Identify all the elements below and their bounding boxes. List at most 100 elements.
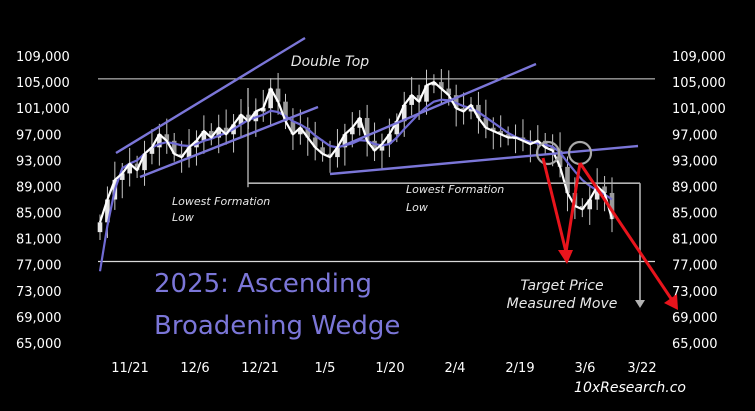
x-tick: 12/6 xyxy=(180,361,209,376)
y-tick-right: 85,000 xyxy=(672,207,718,222)
candle-body xyxy=(290,121,296,135)
moving-average-line xyxy=(98,98,613,272)
candle-body xyxy=(602,186,607,193)
y-tick-right: 89,000 xyxy=(672,180,718,195)
candle-body xyxy=(364,117,370,141)
x-tick: 2/19 xyxy=(505,361,534,376)
x-axis: 11/21 12/6 12/21 1/5 1/20 2/4 2/19 3/6 3/22 xyxy=(111,361,656,376)
pattern-overlays xyxy=(115,36,678,310)
candle-body xyxy=(498,131,503,135)
candle-body xyxy=(505,134,511,138)
candle-body xyxy=(119,173,125,180)
candle-body xyxy=(164,134,170,141)
y-tick-right: 69,000 xyxy=(672,311,718,326)
candle-body xyxy=(439,82,444,89)
candle-body xyxy=(298,127,303,135)
price-lines xyxy=(98,80,614,272)
y-axis-left: 109,000 105,000 101,000 97,000 93,000 89,000 8… xyxy=(16,50,70,352)
y-axis-right: 109,000 105,000 101,000 97,000 93,000 89,000 8… xyxy=(672,50,726,352)
x-tick: 2/4 xyxy=(445,361,466,376)
upper-wedge-trendline-2 xyxy=(344,62,537,147)
x-tick: 1/20 xyxy=(375,361,404,376)
chart-title-line-1: 2025: Ascending xyxy=(154,269,372,299)
y-tick-left: 89,000 xyxy=(16,180,62,195)
candle-body xyxy=(134,163,140,171)
candle-body xyxy=(557,150,563,167)
candle-body xyxy=(105,199,110,223)
y-tick-left: 85,000 xyxy=(16,207,62,222)
candle-body xyxy=(416,95,422,102)
candle-body xyxy=(127,163,132,174)
candle-body xyxy=(387,134,392,145)
candle-body xyxy=(283,101,288,122)
candle-body xyxy=(424,85,429,102)
candle-body xyxy=(461,108,466,112)
x-tick: 1/5 xyxy=(315,361,336,376)
candle-body xyxy=(349,127,355,135)
y-tick-left: 77,000 xyxy=(16,259,62,274)
candle-body xyxy=(157,134,162,148)
y-tick-right: 73,000 xyxy=(672,285,718,300)
candle-body xyxy=(431,82,437,86)
candle-body xyxy=(372,140,377,151)
y-tick-left: 101,000 xyxy=(16,102,70,117)
candle-body xyxy=(305,127,311,138)
candle-body xyxy=(320,147,325,154)
y-tick-left: 65,000 xyxy=(16,337,62,352)
candle-body xyxy=(209,131,214,138)
candle-body xyxy=(260,108,266,112)
measured-move-arrowhead xyxy=(635,300,645,308)
x-tick: 3/22 xyxy=(627,361,656,376)
candle-body xyxy=(342,134,348,148)
y-tick-left: 73,000 xyxy=(16,285,62,300)
lowest-formation-low-label-2b: Low xyxy=(406,201,428,214)
x-tick: 11/21 xyxy=(111,361,148,376)
red-arrow-down-1 xyxy=(541,157,568,253)
y-tick-right: 93,000 xyxy=(672,154,718,169)
x-tick: 3/6 xyxy=(575,361,596,376)
lower-wedge-trendline-2 xyxy=(329,144,639,176)
close-price-line xyxy=(98,80,614,223)
y-tick-right: 97,000 xyxy=(672,128,718,143)
lowest-formation-low-label-2: Lowest Formation xyxy=(406,183,504,196)
candle-body xyxy=(238,114,244,125)
lower-wedge-trendline-1 xyxy=(139,105,319,179)
candle-body xyxy=(223,127,229,135)
candle-body xyxy=(201,131,207,141)
chart-annotations: Double Top Lowest Formation Low Lowest Form… xyxy=(154,54,686,396)
x-tick: 12/21 xyxy=(241,361,278,376)
candle-body xyxy=(171,140,177,154)
candle-body xyxy=(268,88,273,109)
candle-body xyxy=(587,199,593,210)
lowest-formation-low-label-1b: Low xyxy=(172,211,194,224)
chart-title-line-2: Broadening Wedge xyxy=(154,311,400,341)
candle-body xyxy=(550,147,555,151)
y-tick-right: 65,000 xyxy=(672,337,718,352)
double-top-label: Double Top xyxy=(291,54,369,70)
candle-body xyxy=(379,144,385,151)
y-tick-left: 109,000 xyxy=(16,50,70,65)
red-arrow-down-2 xyxy=(578,162,674,301)
candle-body xyxy=(312,137,318,148)
measured-move-label: Measured Move xyxy=(507,296,618,312)
y-tick-right: 81,000 xyxy=(672,233,718,248)
y-tick-left: 105,000 xyxy=(16,76,70,91)
red-arrow-up xyxy=(564,162,582,253)
candle-body xyxy=(275,88,281,102)
candle-body xyxy=(401,104,407,122)
chart-gridlines xyxy=(98,78,655,263)
candle-body xyxy=(565,166,570,193)
candle-body xyxy=(409,95,414,105)
candle-body xyxy=(142,153,147,171)
candle-body xyxy=(97,222,103,233)
upper-wedge-trendline-1 xyxy=(115,36,306,155)
red-arrowhead-2 xyxy=(664,294,678,310)
candle-body xyxy=(149,147,155,154)
double-top-circle-left xyxy=(535,140,561,166)
lowest-formation-low-label-1: Lowest Formation xyxy=(172,195,270,208)
y-tick-left: 97,000 xyxy=(16,128,62,143)
y-tick-left: 81,000 xyxy=(16,233,62,248)
candle-body xyxy=(594,186,600,200)
